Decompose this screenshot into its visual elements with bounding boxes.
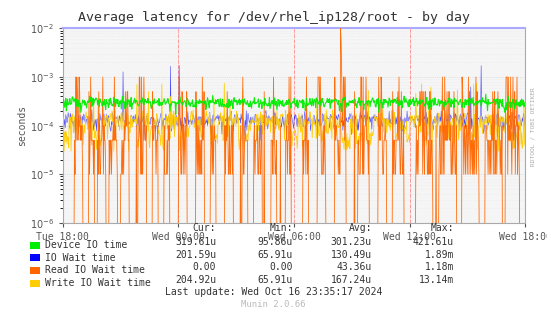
Text: RDTOOL / TOBI OETIKER: RDTOOL / TOBI OETIKER: [531, 87, 536, 166]
Y-axis label: seconds: seconds: [17, 105, 27, 146]
Text: 421.61u: 421.61u: [413, 237, 454, 247]
Text: 1.18m: 1.18m: [424, 262, 454, 272]
Text: Last update: Wed Oct 16 23:35:17 2024: Last update: Wed Oct 16 23:35:17 2024: [165, 287, 382, 296]
Text: 204.92u: 204.92u: [175, 275, 216, 285]
Text: 201.59u: 201.59u: [175, 250, 216, 259]
Text: Device IO time: Device IO time: [45, 240, 127, 250]
Text: 319.61u: 319.61u: [175, 237, 216, 247]
Text: 95.86u: 95.86u: [258, 237, 293, 247]
Text: 65.91u: 65.91u: [258, 275, 293, 285]
Text: 13.14m: 13.14m: [419, 275, 454, 285]
Text: Write IO Wait time: Write IO Wait time: [45, 278, 150, 288]
Text: 167.24u: 167.24u: [331, 275, 372, 285]
Text: 130.49u: 130.49u: [331, 250, 372, 259]
Text: Munin 2.0.66: Munin 2.0.66: [241, 300, 306, 309]
Text: 1.89m: 1.89m: [424, 250, 454, 259]
Text: 65.91u: 65.91u: [258, 250, 293, 259]
Text: 301.23u: 301.23u: [331, 237, 372, 247]
Text: 43.36u: 43.36u: [337, 262, 372, 272]
Text: 0.00: 0.00: [269, 262, 293, 272]
Text: Cur:: Cur:: [193, 223, 216, 233]
Text: 0.00: 0.00: [193, 262, 216, 272]
Text: IO Wait time: IO Wait time: [45, 252, 115, 263]
Text: Avg:: Avg:: [348, 223, 372, 233]
Text: Max:: Max:: [430, 223, 454, 233]
Text: Min:: Min:: [269, 223, 293, 233]
Text: Read IO Wait time: Read IO Wait time: [45, 265, 145, 275]
Text: Average latency for /dev/rhel_ip128/root - by day: Average latency for /dev/rhel_ip128/root…: [78, 11, 469, 24]
